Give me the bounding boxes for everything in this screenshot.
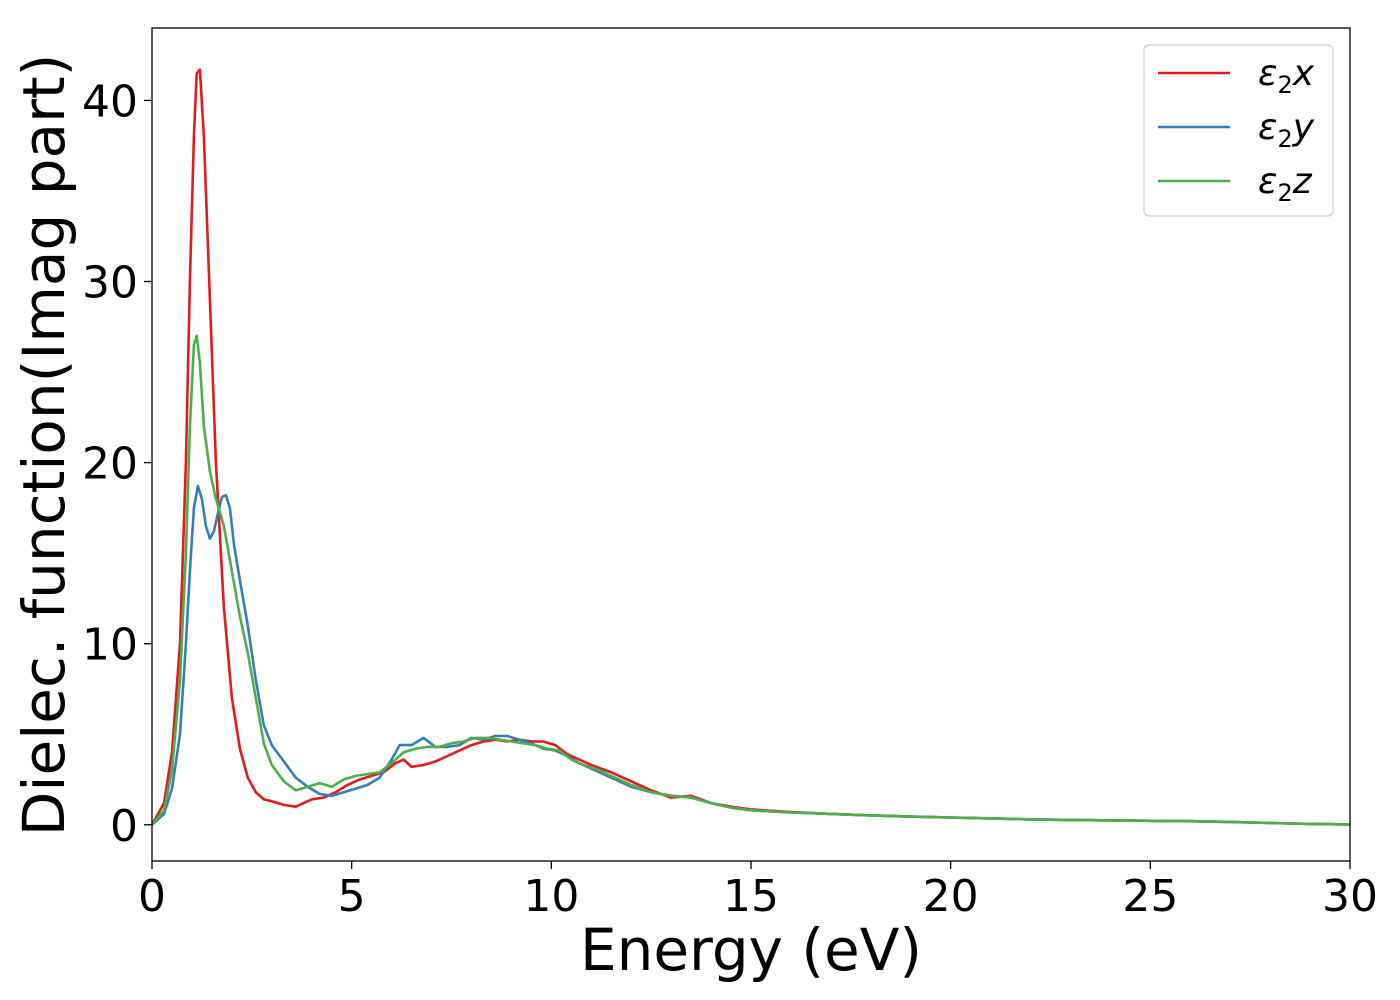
y-axis-label: Dielec. function(Imag part) bbox=[10, 54, 78, 837]
x-tick-label: 30 bbox=[1322, 871, 1378, 922]
y-tick-label: 10 bbox=[82, 620, 138, 671]
x-tick-label: 15 bbox=[723, 871, 779, 922]
x-tick-label: 10 bbox=[523, 871, 579, 922]
legend: ε2x ε2y ε2z bbox=[1143, 44, 1334, 217]
x-tick-label: 25 bbox=[1122, 871, 1178, 922]
legend-label: ε2z bbox=[1258, 161, 1313, 207]
x-axis: 0 5 10 15 20 25 30 bbox=[138, 861, 1378, 922]
legend-box bbox=[1143, 44, 1334, 217]
x-tick-label: 20 bbox=[923, 871, 979, 922]
series-line-3 bbox=[150, 334, 1351, 826]
x-tick-label: 0 bbox=[138, 871, 166, 922]
y-axis: 0 10 20 30 40 bbox=[82, 76, 152, 852]
y-tick-label: 0 bbox=[110, 801, 138, 852]
y-tick-label: 20 bbox=[82, 439, 138, 490]
x-tick-label: 5 bbox=[338, 871, 366, 922]
legend-label: ε2x bbox=[1258, 53, 1315, 99]
series-layer bbox=[150, 68, 1351, 826]
y-tick-label: 40 bbox=[82, 76, 138, 127]
x-axis-label: Energy (eV) bbox=[580, 916, 922, 984]
legend-label: ε2y bbox=[1258, 107, 1315, 153]
y-tick-label: 30 bbox=[82, 258, 138, 309]
